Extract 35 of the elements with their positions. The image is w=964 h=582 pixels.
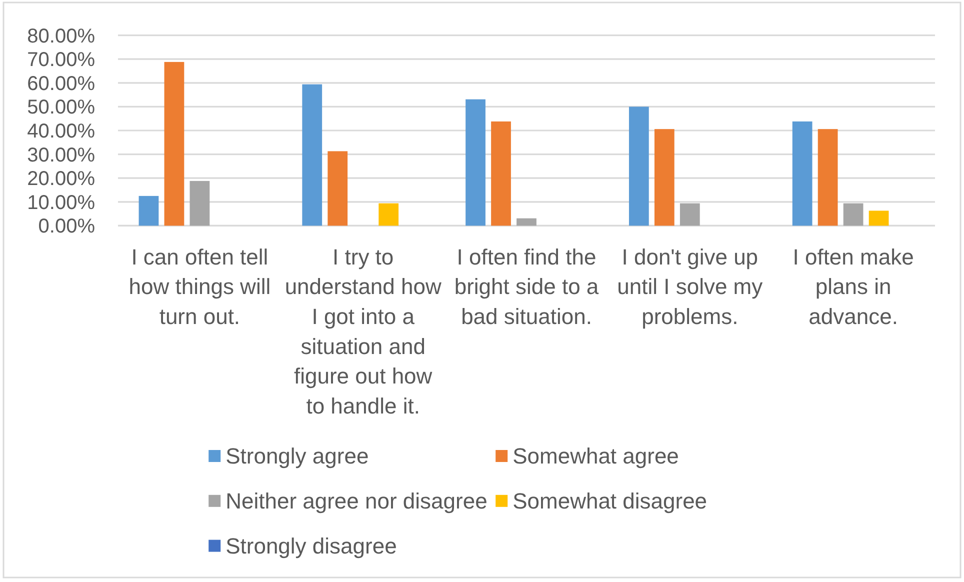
x-tick-label: I don't give up until I solve my problems. [617, 244, 763, 329]
bar [868, 210, 889, 226]
bar [680, 203, 700, 226]
bar [466, 99, 486, 226]
bar [328, 151, 348, 226]
legend-label: Strongly agree [226, 444, 369, 469]
y-tick-label: 20.00% [27, 168, 96, 190]
y-tick-label: 50.00% [27, 96, 96, 119]
bar [628, 106, 649, 226]
y-tick-label: 60.00% [27, 72, 96, 95]
bar [516, 218, 536, 226]
x-tick-label: I try to understand how I got into a situation and figure out how to handle it. [284, 244, 442, 418]
legend-label: Somewhat agree [512, 444, 679, 469]
y-tick-label: 40.00% [27, 120, 96, 142]
x-tick-label: I can often tell how things will turn out. [128, 244, 271, 329]
y-tick-label: 80.00% [27, 25, 96, 48]
bar [654, 129, 674, 226]
x-tick-label: I often find the bright side to a bad situation. [454, 244, 600, 329]
x-tick-label: I often make plans in advance. [792, 244, 914, 329]
legend-label: Neither agree nor disagree [226, 488, 488, 514]
bar [164, 62, 184, 226]
y-tick-label: 0.00% [38, 216, 96, 238]
bar [138, 196, 159, 226]
legend-label: Somewhat disagree [512, 488, 708, 514]
legend-label: Strongly disagree [226, 534, 397, 558]
bar [843, 203, 864, 226]
y-tick-label: 10.00% [27, 192, 96, 214]
bar [818, 129, 838, 226]
bar [491, 121, 511, 226]
bar [378, 203, 399, 226]
bar [302, 84, 322, 226]
y-tick-label: 70.00% [27, 49, 96, 72]
bar [792, 121, 812, 226]
bar [190, 180, 210, 226]
y-tick-label: 30.00% [27, 144, 96, 166]
